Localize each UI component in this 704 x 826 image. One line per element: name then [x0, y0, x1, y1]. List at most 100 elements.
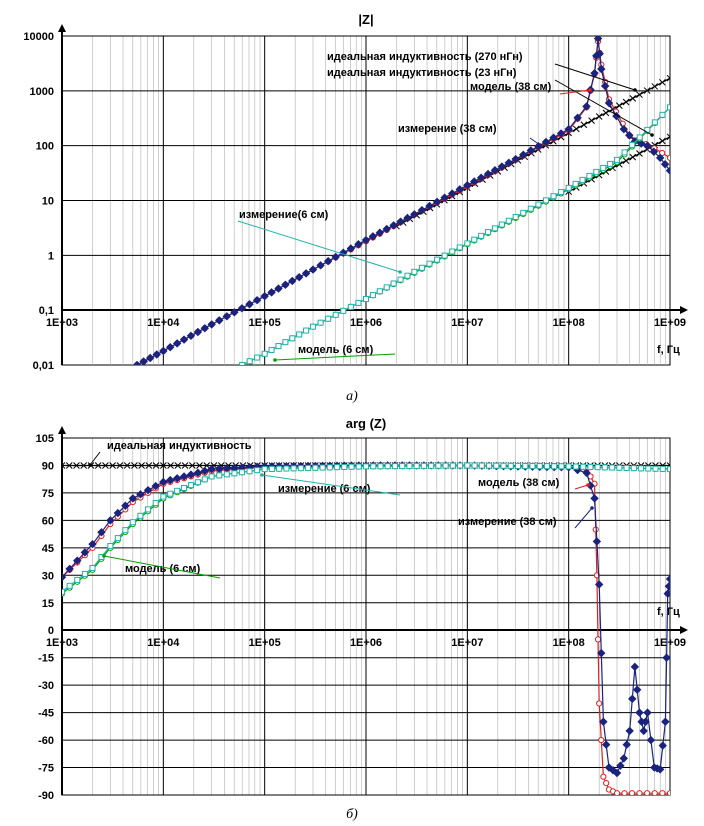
data-point [550, 193, 557, 200]
data-point [152, 350, 161, 359]
y-tick-label: 1 [48, 250, 54, 262]
data-point [661, 717, 670, 726]
y-tick-label: 10000 [23, 31, 54, 43]
data-point [391, 463, 398, 470]
data-point [73, 556, 82, 565]
data-point [666, 74, 670, 82]
data-point [159, 477, 168, 487]
data-point [663, 589, 670, 598]
data-point [340, 307, 347, 314]
y-tick-label: 0 [48, 625, 54, 637]
data-point [94, 462, 102, 469]
y-tick-label: 75 [42, 488, 54, 500]
data-point [267, 288, 276, 297]
data-point [74, 576, 81, 583]
data-point [658, 741, 667, 750]
y-tick-label: 45 [42, 543, 54, 555]
data-point [649, 147, 659, 156]
data-point [526, 146, 536, 155]
x-tick-label: 1E+09 [654, 637, 686, 649]
data-point [616, 761, 625, 770]
data-point [471, 236, 478, 243]
leader-arrow [633, 88, 637, 92]
leader-line [237, 220, 401, 273]
data-point [659, 111, 666, 118]
data-point [207, 320, 216, 329]
data-point [81, 570, 88, 577]
x-tick-label: 1E+03 [46, 317, 78, 329]
data-point [572, 463, 579, 470]
data-point [347, 303, 354, 310]
data-point [614, 156, 621, 163]
data-point [268, 346, 275, 353]
data-point [167, 462, 174, 469]
series-group [132, 36, 670, 365]
data-point [411, 268, 418, 275]
data-point [543, 463, 550, 470]
data-point [628, 694, 637, 704]
data-point [476, 173, 486, 182]
data-point [275, 343, 282, 350]
data-point [511, 154, 520, 164]
x-axis-label: f, Гц [657, 344, 680, 356]
annotation-label: измерение (38 см) [458, 516, 557, 528]
data-point [607, 160, 614, 167]
y-tick-label: -60 [38, 735, 54, 747]
data-point [200, 323, 209, 333]
data-point [600, 164, 607, 171]
data-point [420, 462, 427, 469]
data-point [62, 572, 67, 582]
x-tick-label: 1E+07 [451, 637, 483, 649]
data-point [181, 462, 189, 469]
data-point [600, 81, 610, 91]
leader-arrow [650, 133, 654, 137]
data-point [635, 708, 644, 717]
data-point [644, 790, 651, 795]
data-point [541, 137, 551, 147]
data-point [651, 790, 658, 795]
data-point [612, 768, 622, 778]
data-point [515, 462, 521, 469]
data-point [597, 648, 606, 658]
data-point [123, 462, 131, 469]
data-point [201, 476, 208, 483]
data-point [594, 464, 601, 471]
data-point [194, 479, 201, 486]
data-point [572, 180, 579, 187]
data-point [116, 462, 124, 469]
data-point [604, 98, 614, 108]
data-point [440, 193, 449, 202]
data-point [471, 462, 478, 469]
leader-arrow [260, 473, 264, 477]
data-point [174, 462, 182, 469]
leader-arrow [273, 358, 277, 362]
leader-line [89, 451, 101, 466]
data-point [595, 113, 603, 120]
data-point [215, 464, 224, 473]
data-point [432, 197, 442, 207]
x-tick-label: 1E+06 [350, 637, 382, 649]
data-point [580, 463, 587, 470]
data-point [659, 465, 666, 472]
data-point [301, 269, 311, 278]
data-point [486, 462, 493, 469]
data-point [442, 462, 449, 469]
data-point [601, 740, 611, 749]
data-point [361, 235, 371, 245]
data-point [159, 462, 167, 469]
data-point [193, 327, 203, 337]
y-tick-label: 60 [42, 515, 54, 527]
data-point [593, 168, 600, 175]
leader-line [554, 63, 636, 91]
data-point [166, 475, 175, 485]
data-point [512, 214, 519, 221]
series-group [62, 461, 670, 795]
data-point [659, 78, 666, 86]
data-point [355, 463, 362, 470]
data-point [316, 261, 325, 270]
data-point [629, 94, 637, 102]
data-point [196, 462, 203, 469]
data-point [478, 232, 485, 239]
data-point [507, 462, 514, 469]
data-point [447, 189, 457, 198]
